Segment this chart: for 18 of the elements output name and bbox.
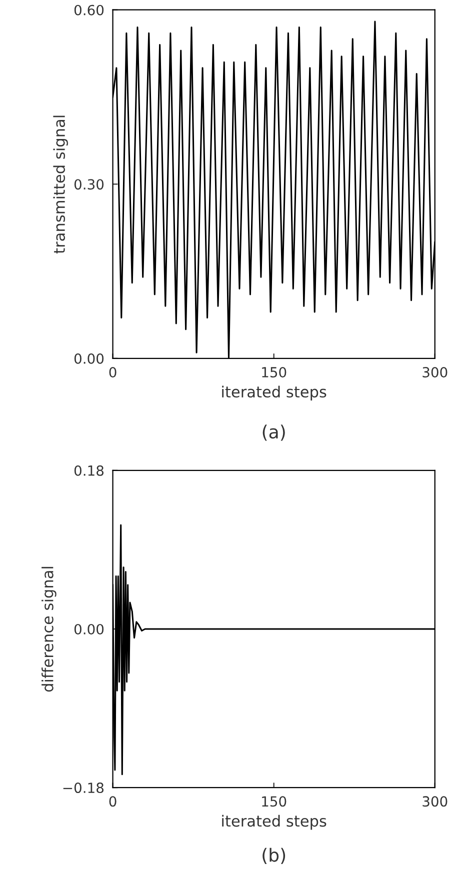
y-tick-label: −0.18 xyxy=(63,782,104,794)
x-tick-label: 0 xyxy=(109,366,116,378)
x-axis-title: iterated steps xyxy=(222,814,326,830)
text: (b) xyxy=(262,848,286,864)
y-tick-label: 0.30 xyxy=(74,179,104,190)
x-tick-label: 300 xyxy=(422,796,448,807)
text: (a) xyxy=(262,424,285,441)
x-axis-title: iterated steps xyxy=(222,386,326,401)
x-tick-label: 300 xyxy=(422,366,448,378)
y-axis-title: transmitted signal xyxy=(53,116,68,254)
y-tick-label: 0.18 xyxy=(74,465,104,476)
y-tick-label: 0.60 xyxy=(74,4,104,16)
y-axis-title: difference signal xyxy=(42,566,56,692)
x-tick-label: 0 xyxy=(109,796,116,807)
y-tick-label: 0.00 xyxy=(74,353,104,364)
y-tick-label: 0.00 xyxy=(74,624,104,634)
x-tick-label: 150 xyxy=(262,796,286,807)
x-tick-label: 150 xyxy=(262,366,286,378)
